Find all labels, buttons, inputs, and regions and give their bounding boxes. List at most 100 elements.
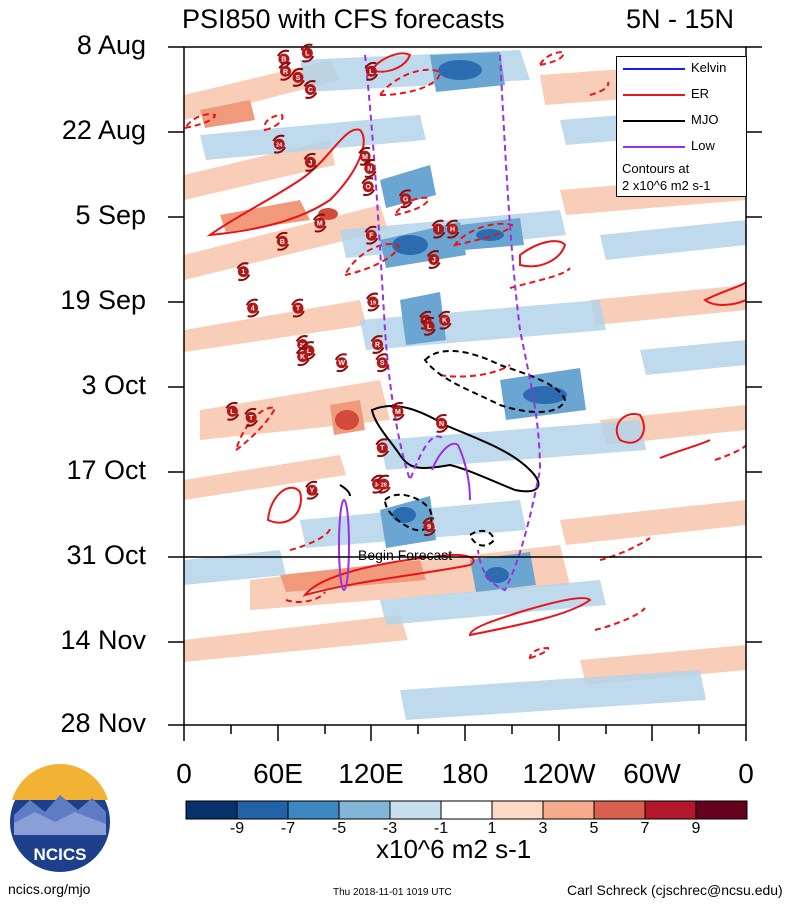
storm-label: 1 — [241, 269, 245, 276]
storm-dot — [365, 229, 377, 241]
storm-swirl — [370, 335, 385, 354]
y-tick-label: 31 Oct — [66, 540, 146, 570]
storm-dot — [276, 235, 288, 247]
storm-marker: W — [334, 353, 349, 373]
legend: Kelvin ER MJO Low Contours at 2 x10^6 m2… — [616, 56, 747, 197]
storm-swirl — [291, 298, 305, 318]
colorbar-swatch — [389, 800, 442, 820]
storm-dot — [365, 65, 377, 77]
forecast-label: Begin Forecast — [358, 547, 453, 563]
storm-label: M — [395, 409, 401, 416]
storm-marker: H — [445, 219, 460, 239]
storm-dot — [247, 302, 259, 314]
storm-dot — [273, 138, 285, 150]
storm-marker: N — [362, 158, 377, 178]
storm-marker: L — [300, 43, 315, 63]
storm-label: 34 — [375, 483, 382, 489]
storm-label: R — [375, 342, 380, 349]
colorbar-tick: 9 — [691, 820, 701, 837]
storm-marker: 24 — [272, 134, 287, 154]
storm-marker: J — [426, 250, 441, 269]
storm-label: M — [362, 154, 368, 161]
chart-title: PSI850 with CFS forecasts — [182, 4, 505, 34]
storm-dot — [367, 296, 379, 308]
storm-marker: T — [291, 298, 305, 318]
storm-marker: B — [275, 231, 290, 251]
logo-text: NCICS — [34, 845, 87, 864]
storm-swirl — [303, 152, 318, 172]
storm-dot — [439, 314, 451, 326]
storm-swirl — [426, 250, 441, 269]
legend-label: MJO — [691, 112, 719, 127]
storm-label: B — [280, 239, 285, 246]
y-tick-label: 17 Oct — [66, 455, 146, 485]
contour-note-line: Contours at — [622, 161, 690, 176]
storm-swirl — [278, 61, 293, 81]
storm-swirl — [364, 61, 379, 81]
storm-dot — [297, 351, 309, 363]
storm-label: L — [305, 51, 310, 58]
storm-label: K — [300, 354, 305, 361]
storm-marker: S — [291, 67, 305, 87]
storm-dot — [226, 405, 238, 417]
colorbar-swatch — [542, 800, 595, 820]
storm-label: T — [249, 415, 254, 422]
storm-marker: M — [358, 146, 372, 166]
storm-label: I — [437, 227, 439, 234]
storm-dot — [279, 65, 291, 77]
y-tick-label: 5 Sep — [75, 200, 146, 230]
storm-marker: I — [431, 219, 446, 239]
footer-url[interactable]: ncics.org/mjo — [8, 881, 91, 897]
storm-swirl — [275, 231, 290, 251]
storm-dot — [372, 339, 384, 350]
x-tick-label: 0 — [176, 758, 192, 789]
storm-label: L — [307, 348, 312, 355]
storm-dot — [392, 405, 404, 417]
colorbar-tick: 5 — [589, 820, 599, 837]
storm-dot — [428, 254, 440, 265]
storm-marker: 4 — [245, 298, 260, 318]
storm-swirl — [225, 401, 240, 421]
storm-marker: M — [391, 401, 405, 421]
storm-swirl — [244, 407, 258, 427]
colorbar-tick: -7 — [280, 820, 296, 837]
storm-dot — [359, 150, 371, 162]
storm-marker: K — [295, 347, 310, 367]
storm-dot — [376, 442, 388, 454]
x-tick-label: 60E — [253, 758, 303, 789]
storm-swirl — [334, 353, 349, 373]
storm-swirl — [295, 347, 310, 367]
storm-label: 28 — [381, 483, 387, 489]
storm-label: L — [369, 69, 374, 76]
storm-marker: F — [364, 225, 379, 245]
colorbar-swatch — [338, 800, 391, 820]
storm-dot — [314, 217, 326, 229]
storm-marker: Y — [305, 480, 319, 500]
chart-region: 5N - 15N — [626, 4, 735, 34]
storm-dot — [292, 71, 304, 83]
storm-swirl — [398, 189, 413, 209]
storm-label: R — [283, 69, 288, 76]
storm-swirl — [422, 316, 436, 336]
y-tick-label: 28 Nov — [60, 708, 146, 738]
storm-marker: 19 — [366, 292, 380, 312]
storm-dot — [304, 84, 316, 95]
storm-label: 9 — [427, 524, 431, 531]
storm-marker: L — [225, 401, 240, 421]
legend-swatch — [623, 68, 685, 70]
colorbar-swatch — [287, 800, 340, 820]
storm-label: S — [296, 75, 301, 82]
storm-swirl — [236, 262, 251, 282]
colorbar — [185, 800, 748, 820]
colorbar-swatch — [644, 800, 697, 820]
storm-label: S — [380, 360, 385, 367]
legend-swatch — [623, 94, 685, 96]
storm-swirl — [245, 298, 260, 318]
storm-label: L — [230, 409, 235, 416]
storm-swirl — [272, 134, 287, 154]
storm-swirl — [391, 401, 405, 421]
storm-dot — [362, 181, 374, 193]
x-tick-marks — [183, 725, 747, 741]
storm-dot — [304, 156, 316, 168]
storm-label: J — [308, 160, 312, 167]
